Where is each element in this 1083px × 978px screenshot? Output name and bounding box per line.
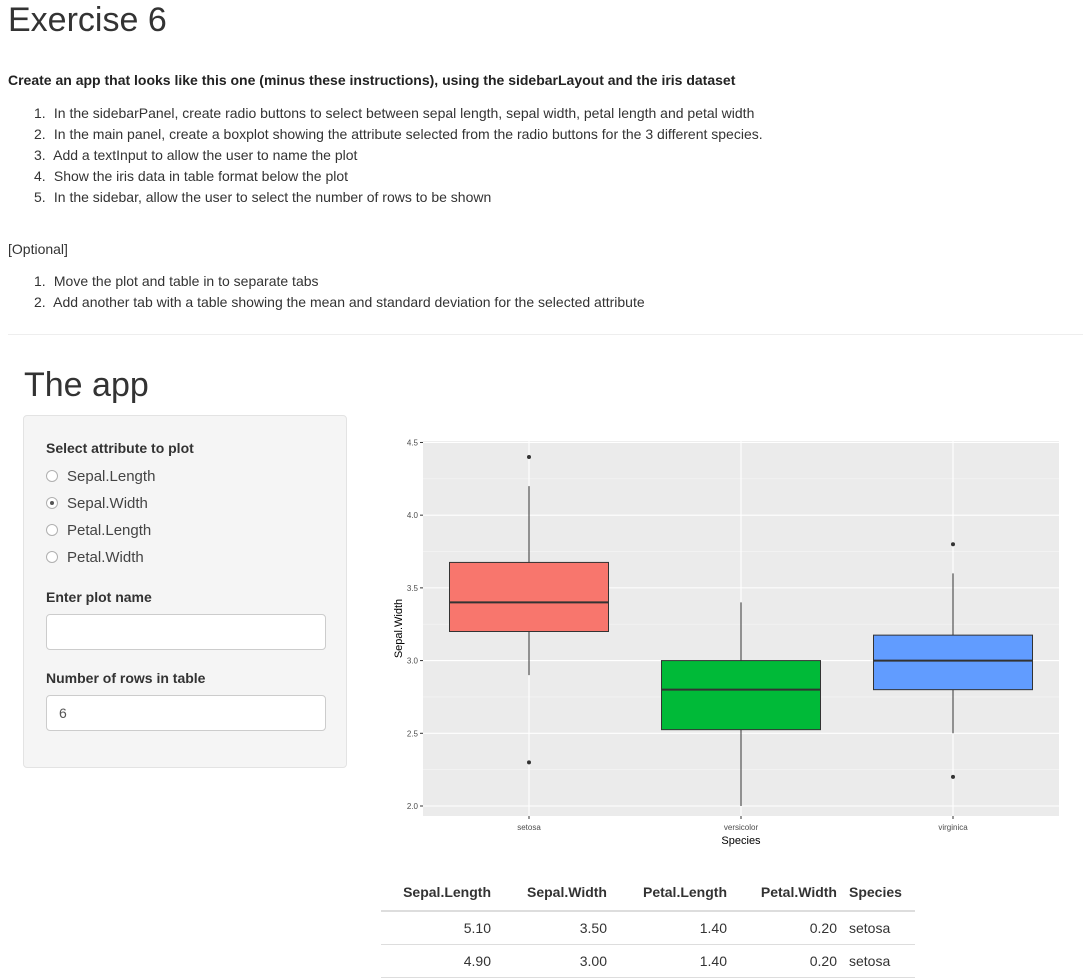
- y-tick-label: 2.5: [407, 729, 419, 738]
- instructions-title: Create an app that looks like this one (…: [8, 72, 736, 88]
- table-cell: setosa: [843, 944, 915, 978]
- optional-list: 1. Move the plot and table in to separat…: [34, 271, 645, 313]
- list-item: 2. Add another tab with a table showing …: [34, 294, 645, 310]
- table-row: 4.90 3.00 1.40 0.20 setosa: [381, 944, 915, 978]
- column-header: Species: [843, 876, 915, 912]
- radio-label: Petal.Width: [67, 548, 144, 566]
- box-setosa: [449, 561, 609, 632]
- table-cell: 3.50: [497, 911, 613, 945]
- y-tick-label: 3.5: [407, 584, 419, 593]
- radio-circle-selected[interactable]: [46, 497, 58, 509]
- iris-table: Sepal.Length Sepal.Width Petal.Length Pe…: [381, 876, 915, 978]
- box-versicolor: [661, 660, 821, 731]
- optional-label: [Optional]: [8, 241, 68, 257]
- radio-label: Sepal.Length: [67, 467, 156, 485]
- outlier-point: [527, 454, 531, 459]
- attribute-label: Select attribute to plot: [46, 440, 194, 456]
- column-header: Petal.Width: [733, 876, 843, 912]
- radio-sepal-width[interactable]: Sepal.Width: [46, 493, 148, 513]
- boxplot-chart: 2.0 2.5 3.0 3.5 4.0 4.5 setosa versicolor virgin…: [393, 438, 1059, 847]
- table-cell: 1.40: [613, 911, 733, 945]
- table-cell: setosa: [843, 911, 915, 945]
- table-header-row: Sepal.Length Sepal.Width Petal.Length Pe…: [381, 876, 915, 912]
- table-cell: 5.10: [381, 911, 497, 945]
- table-cell: 1.40: [613, 944, 733, 978]
- sidebar-panel: Select attribute to plot Sepal.Length Se…: [23, 415, 347, 768]
- exercise-title: Exercise 6: [8, 1, 167, 39]
- outlier-point: [527, 760, 531, 765]
- list-item: 1. Move the plot and table in to separat…: [34, 273, 319, 289]
- radio-circle[interactable]: [46, 470, 58, 482]
- axes: 2.0 2.5 3.0 3.5 4.0 4.5 setosa versicolor virgin…: [407, 438, 968, 832]
- x-tick-label: setosa: [517, 823, 541, 832]
- list-item: 4. Show the iris data in table format be…: [34, 168, 349, 184]
- radio-label: Sepal.Width: [67, 494, 148, 512]
- instructions-list: 1. In the sidebarPanel, create radio but…: [34, 103, 763, 208]
- list-item: 5. In the sidebar, allow the user to sel…: [34, 189, 492, 205]
- table-cell: 4.90: [381, 944, 497, 978]
- radio-petal-length[interactable]: Petal.Length: [46, 520, 151, 540]
- table-cell: 0.20: [733, 911, 843, 945]
- list-item: 2. In the main panel, create a boxplot s…: [34, 126, 763, 142]
- outlier-point: [951, 542, 955, 547]
- outlier-point: [951, 774, 955, 779]
- list-item: 3. Add a textInput to allow the user to …: [34, 147, 358, 163]
- rows-label: Number of rows in table: [46, 670, 206, 686]
- y-tick-label: 2.0: [407, 802, 419, 811]
- box-virginica: [873, 634, 1033, 691]
- table-cell: 0.20: [733, 944, 843, 978]
- table-row: 5.10 3.50 1.40 0.20 setosa: [381, 911, 915, 945]
- radio-petal-width[interactable]: Petal.Width: [46, 547, 144, 567]
- y-tick-label: 3.0: [407, 657, 419, 666]
- table-cell: 3.00: [497, 944, 613, 978]
- column-header: Sepal.Length: [381, 876, 497, 912]
- list-item: 1. In the sidebarPanel, create radio but…: [34, 105, 755, 121]
- x-axis-title: Species: [721, 835, 761, 847]
- y-tick-label: 4.0: [407, 511, 419, 520]
- plot-name-label: Enter plot name: [46, 589, 152, 605]
- rows-input[interactable]: 6: [46, 695, 326, 731]
- y-axis-title: Sepal.Width: [393, 599, 405, 658]
- column-header: Petal.Length: [613, 876, 733, 912]
- column-header: Sepal.Width: [497, 876, 613, 912]
- app-title: The app: [24, 366, 149, 404]
- y-tick-label: 4.5: [407, 438, 419, 447]
- plot-name-input[interactable]: [46, 614, 326, 650]
- radio-sepal-length[interactable]: Sepal.Length: [46, 466, 155, 486]
- divider: [8, 334, 1083, 335]
- x-tick-label: virginica: [938, 823, 968, 832]
- radio-circle[interactable]: [46, 524, 58, 536]
- x-tick-label: versicolor: [724, 823, 759, 832]
- radio-circle[interactable]: [46, 551, 58, 563]
- radio-label: Petal.Length: [67, 521, 152, 539]
- boxes: [449, 454, 1033, 807]
